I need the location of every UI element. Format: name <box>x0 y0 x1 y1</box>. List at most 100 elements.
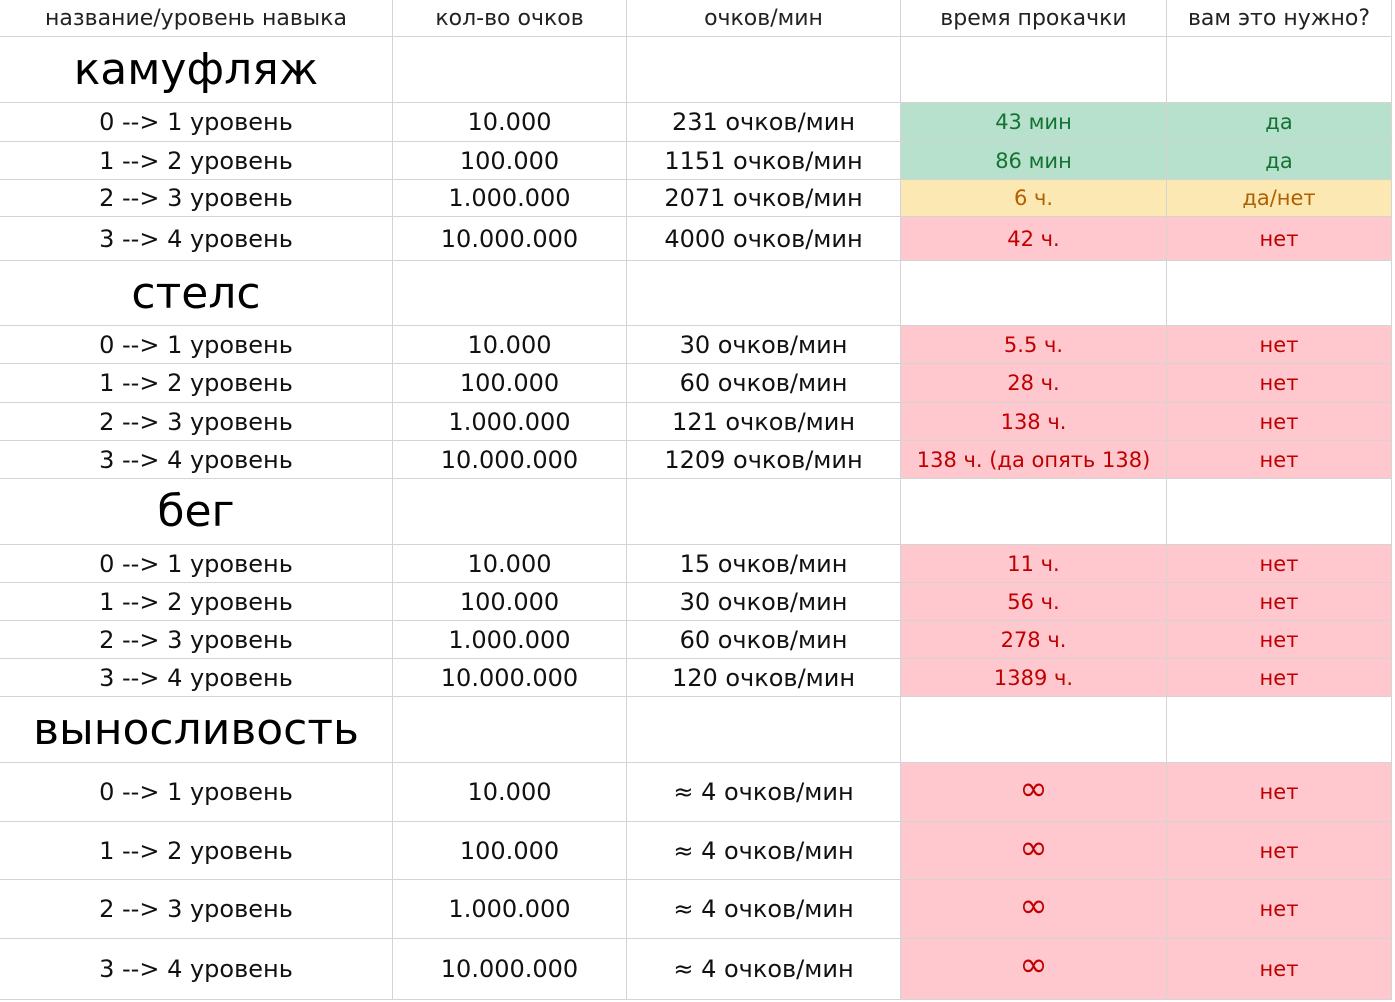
empty-cell <box>901 261 1167 326</box>
empty-cell <box>627 697 901 763</box>
points-cell: 1.000.000 <box>393 403 627 441</box>
time-cell: ∞ <box>901 822 1167 880</box>
header-cell: вам это нужно? <box>1167 0 1392 37</box>
need-cell: нет <box>1167 939 1392 1000</box>
empty-cell <box>901 479 1167 545</box>
level-cell: 2 --> 3 уровень <box>0 180 393 217</box>
points-cell: 100.000 <box>393 822 627 880</box>
level-cell: 1 --> 2 уровень <box>0 822 393 880</box>
need-cell: нет <box>1167 545 1392 583</box>
rate-cell: 2071 очков/мин <box>627 180 901 217</box>
rate-cell: 60 очков/мин <box>627 364 901 403</box>
need-cell: нет <box>1167 441 1392 479</box>
rate-cell: 120 очков/мин <box>627 659 901 697</box>
rate-cell: 1151 очков/мин <box>627 142 901 180</box>
time-cell: ∞ <box>901 880 1167 939</box>
empty-cell <box>393 37 627 103</box>
section-title: камуфляж <box>0 37 393 103</box>
empty-cell <box>1167 697 1392 763</box>
level-cell: 0 --> 1 уровень <box>0 326 393 364</box>
empty-cell <box>393 697 627 763</box>
rate-cell: ≈ 4 очков/мин <box>627 763 901 822</box>
section-title: бег <box>0 479 393 545</box>
level-cell: 1 --> 2 уровень <box>0 142 393 180</box>
header-cell: кол-во очков <box>393 0 627 37</box>
empty-cell <box>627 37 901 103</box>
section-title: выносливость <box>0 697 393 763</box>
header-cell: время прокачки <box>901 0 1167 37</box>
rate-cell: 15 очков/мин <box>627 545 901 583</box>
points-cell: 100.000 <box>393 364 627 403</box>
time-cell: 56 ч. <box>901 583 1167 621</box>
points-cell: 10.000.000 <box>393 217 627 261</box>
empty-cell <box>1167 37 1392 103</box>
need-cell: нет <box>1167 326 1392 364</box>
rate-cell: ≈ 4 очков/мин <box>627 880 901 939</box>
need-cell: нет <box>1167 822 1392 880</box>
points-cell: 100.000 <box>393 142 627 180</box>
need-cell: нет <box>1167 217 1392 261</box>
empty-cell <box>901 697 1167 763</box>
time-cell: ∞ <box>901 939 1167 1000</box>
points-cell: 10.000 <box>393 545 627 583</box>
level-cell: 2 --> 3 уровень <box>0 621 393 659</box>
rate-cell: 30 очков/мин <box>627 326 901 364</box>
level-cell: 3 --> 4 уровень <box>0 659 393 697</box>
need-cell: нет <box>1167 403 1392 441</box>
points-cell: 10.000.000 <box>393 659 627 697</box>
points-cell: 10.000.000 <box>393 441 627 479</box>
need-cell: нет <box>1167 364 1392 403</box>
rate-cell: ≈ 4 очков/мин <box>627 939 901 1000</box>
level-cell: 0 --> 1 уровень <box>0 545 393 583</box>
level-cell: 2 --> 3 уровень <box>0 403 393 441</box>
rate-cell: 1209 очков/мин <box>627 441 901 479</box>
points-cell: 100.000 <box>393 583 627 621</box>
header-cell: название/уровень навыка <box>0 0 393 37</box>
points-cell: 10.000 <box>393 763 627 822</box>
time-cell: 138 ч. <box>901 403 1167 441</box>
time-cell: 5.5 ч. <box>901 326 1167 364</box>
need-cell: нет <box>1167 659 1392 697</box>
empty-cell <box>627 261 901 326</box>
rate-cell: 4000 очков/мин <box>627 217 901 261</box>
time-cell: 278 ч. <box>901 621 1167 659</box>
level-cell: 0 --> 1 уровень <box>0 763 393 822</box>
header-cell: очков/мин <box>627 0 901 37</box>
level-cell: 1 --> 2 уровень <box>0 364 393 403</box>
time-cell: 1389 ч. <box>901 659 1167 697</box>
points-cell: 10.000.000 <box>393 939 627 1000</box>
need-cell: нет <box>1167 763 1392 822</box>
time-cell: 86 мин <box>901 142 1167 180</box>
need-cell: нет <box>1167 880 1392 939</box>
points-cell: 1.000.000 <box>393 180 627 217</box>
rate-cell: 121 очков/мин <box>627 403 901 441</box>
points-cell: 1.000.000 <box>393 880 627 939</box>
empty-cell <box>393 261 627 326</box>
empty-cell <box>627 479 901 545</box>
section-title: стелс <box>0 261 393 326</box>
time-cell: 43 мин <box>901 103 1167 142</box>
points-cell: 10.000 <box>393 103 627 142</box>
empty-cell <box>1167 261 1392 326</box>
rate-cell: 30 очков/мин <box>627 583 901 621</box>
rate-cell: ≈ 4 очков/мин <box>627 822 901 880</box>
need-cell: да <box>1167 103 1392 142</box>
time-cell: ∞ <box>901 763 1167 822</box>
level-cell: 0 --> 1 уровень <box>0 103 393 142</box>
rate-cell: 231 очков/мин <box>627 103 901 142</box>
empty-cell <box>901 37 1167 103</box>
level-cell: 3 --> 4 уровень <box>0 939 393 1000</box>
need-cell: нет <box>1167 621 1392 659</box>
time-cell: 28 ч. <box>901 364 1167 403</box>
time-cell: 6 ч. <box>901 180 1167 217</box>
need-cell: да/нет <box>1167 180 1392 217</box>
empty-cell <box>1167 479 1392 545</box>
empty-cell <box>393 479 627 545</box>
time-cell: 42 ч. <box>901 217 1167 261</box>
level-cell: 3 --> 4 уровень <box>0 441 393 479</box>
need-cell: нет <box>1167 583 1392 621</box>
rate-cell: 60 очков/мин <box>627 621 901 659</box>
time-cell: 138 ч. (да опять 138) <box>901 441 1167 479</box>
level-cell: 3 --> 4 уровень <box>0 217 393 261</box>
